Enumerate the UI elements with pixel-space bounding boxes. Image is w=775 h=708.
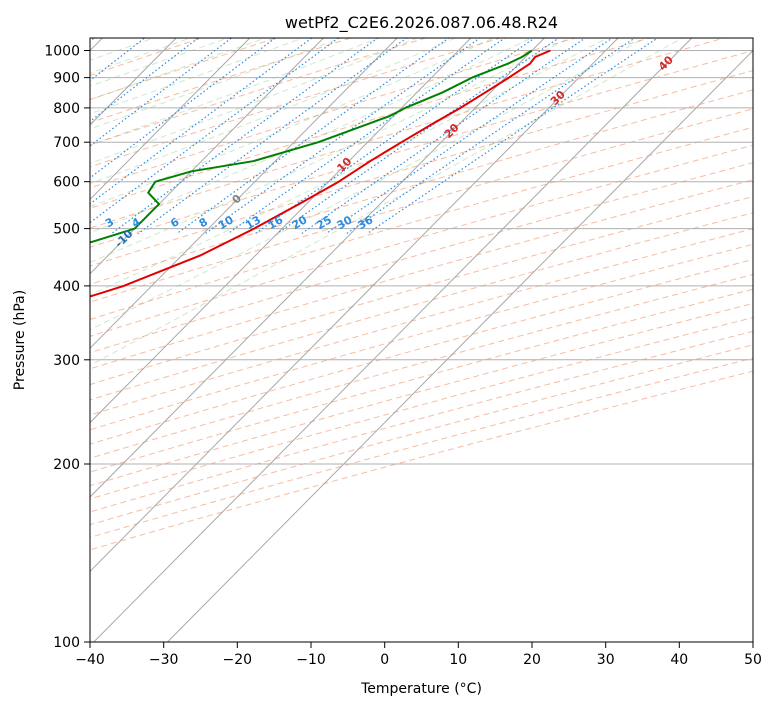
mixing-ratio-line: [90, 38, 200, 123]
moist-adiabat: [90, 38, 343, 130]
moist-adiabat: [90, 38, 609, 296]
x-tick-label: 30: [597, 652, 615, 668]
dry-adiabat: [90, 50, 753, 248]
isotherm-line: [90, 38, 251, 201]
background-lines: [90, 38, 753, 551]
mixing-ratio-label: 1: [8, 215, 21, 230]
mixing-ratio-line: [90, 38, 233, 147]
isotherm-line: [90, 38, 325, 275]
mixing-ratio-label: 8: [197, 215, 210, 230]
dry-adiabat: [90, 38, 353, 124]
dry-adiabat: [90, 162, 753, 354]
isotherm-line: [166, 49, 753, 642]
dry-adiabat: [90, 179, 753, 370]
mixing-ratio-line: [204, 38, 481, 235]
dry-adiabat: [90, 273, 753, 459]
line-labels: -100-90-80-70-60-50-40-30-20-10010203040…: [5, 53, 676, 284]
mixing-ratio-line: [325, 38, 614, 235]
mixing-ratio-line: [90, 38, 277, 179]
isotherms: [90, 38, 753, 642]
dry-adiabat: [90, 258, 753, 445]
y-tick-label: 300: [53, 353, 80, 369]
moist-adiabat: [90, 38, 571, 263]
isotherm-label: -20: [5, 261, 28, 284]
isotherm-line: [90, 38, 546, 498]
moist-adiabat: [90, 38, 156, 61]
y-tick-label: 1000: [44, 44, 80, 60]
y-tick-label: 100: [53, 635, 80, 651]
moist-adiabat: [90, 38, 495, 208]
temperature-line: [90, 49, 551, 298]
dry-adiabat: [90, 302, 753, 487]
dry-adiabat: [90, 288, 753, 473]
moist-adiabat: [90, 38, 646, 331]
mixing-ratio-label: 13: [243, 213, 263, 232]
x-axis-label: Temperature (°C): [360, 681, 482, 697]
pressure-grid: [90, 50, 753, 642]
mixing-ratio-line: [90, 38, 340, 224]
y-tick-label: 700: [53, 135, 80, 151]
dry-adiabat: [90, 370, 753, 551]
x-tick-label: 0: [380, 652, 389, 668]
moist-adiabat: [90, 38, 230, 87]
isotherm-line: [90, 38, 177, 126]
dry-adiabat: [90, 89, 753, 285]
mixing-ratio-line: [366, 38, 659, 235]
dry-adiabat: [90, 38, 502, 168]
moist-adiabat: [90, 38, 305, 115]
y-tick-label: 400: [53, 279, 80, 295]
y-tick-label: 600: [53, 175, 80, 191]
chart-title: wetPf2_C2E6.2026.087.06.48.R24: [285, 13, 558, 33]
x-tick-label: 10: [449, 652, 467, 668]
y-axis-label: Pressure (hPa): [12, 290, 28, 390]
moist-adiabat: [90, 38, 193, 74]
mixing-ratio-line: [276, 38, 560, 235]
isotherm-line: [93, 38, 693, 642]
moist-adiabat: [90, 38, 381, 146]
sounding-series: [90, 49, 551, 298]
mixing-ratio-label: 6: [168, 215, 181, 230]
y-tick-label: 500: [53, 222, 80, 238]
dry-adiabat: [90, 38, 577, 189]
dry-adiabat: [90, 38, 652, 209]
mixing-ratio-line: [345, 38, 636, 235]
x-tick-label: 40: [670, 652, 688, 668]
x-tick-label: −30: [149, 652, 179, 668]
dry-adiabat: [90, 70, 753, 267]
dry-adiabat: [90, 195, 753, 386]
mixing-ratio-label: 25: [314, 213, 334, 232]
mixing-ratio-label: 20: [290, 213, 310, 232]
moist-adiabat: [90, 38, 457, 185]
x-tick-label: −20: [223, 652, 253, 668]
plot-frame: [89, 37, 754, 643]
mixing-ratio-line: [90, 38, 146, 82]
mixing-ratio-lines: [90, 38, 659, 235]
dry-adiabat: [90, 212, 753, 401]
y-tick-label: 900: [53, 71, 80, 87]
moist-adiabat: [90, 38, 419, 164]
x-tick-label: −40: [75, 652, 105, 668]
y-tick-label: 800: [53, 101, 80, 117]
x-axis: −40 −30 −20 −10 0 10 20 30 40 50: [75, 642, 762, 668]
isotherm-line: [90, 38, 619, 573]
x-tick-label: 20: [523, 652, 541, 668]
isotherm-line: [90, 38, 398, 349]
mixing-ratio-line: [300, 38, 587, 235]
dry-adiabat: [90, 38, 278, 101]
mixing-ratio-line: [90, 38, 313, 205]
isotherm-line: [90, 38, 472, 424]
y-axis: 1000 900 800 700 600 500 400 300 200 100: [44, 44, 90, 651]
dewpoint-line: [90, 49, 533, 244]
moist-adiabat: [90, 38, 684, 366]
y-tick-label: 200: [53, 457, 80, 473]
x-tick-label: 50: [744, 652, 762, 668]
dry-adiabat: [90, 38, 428, 146]
x-tick-label: −10: [296, 652, 326, 668]
